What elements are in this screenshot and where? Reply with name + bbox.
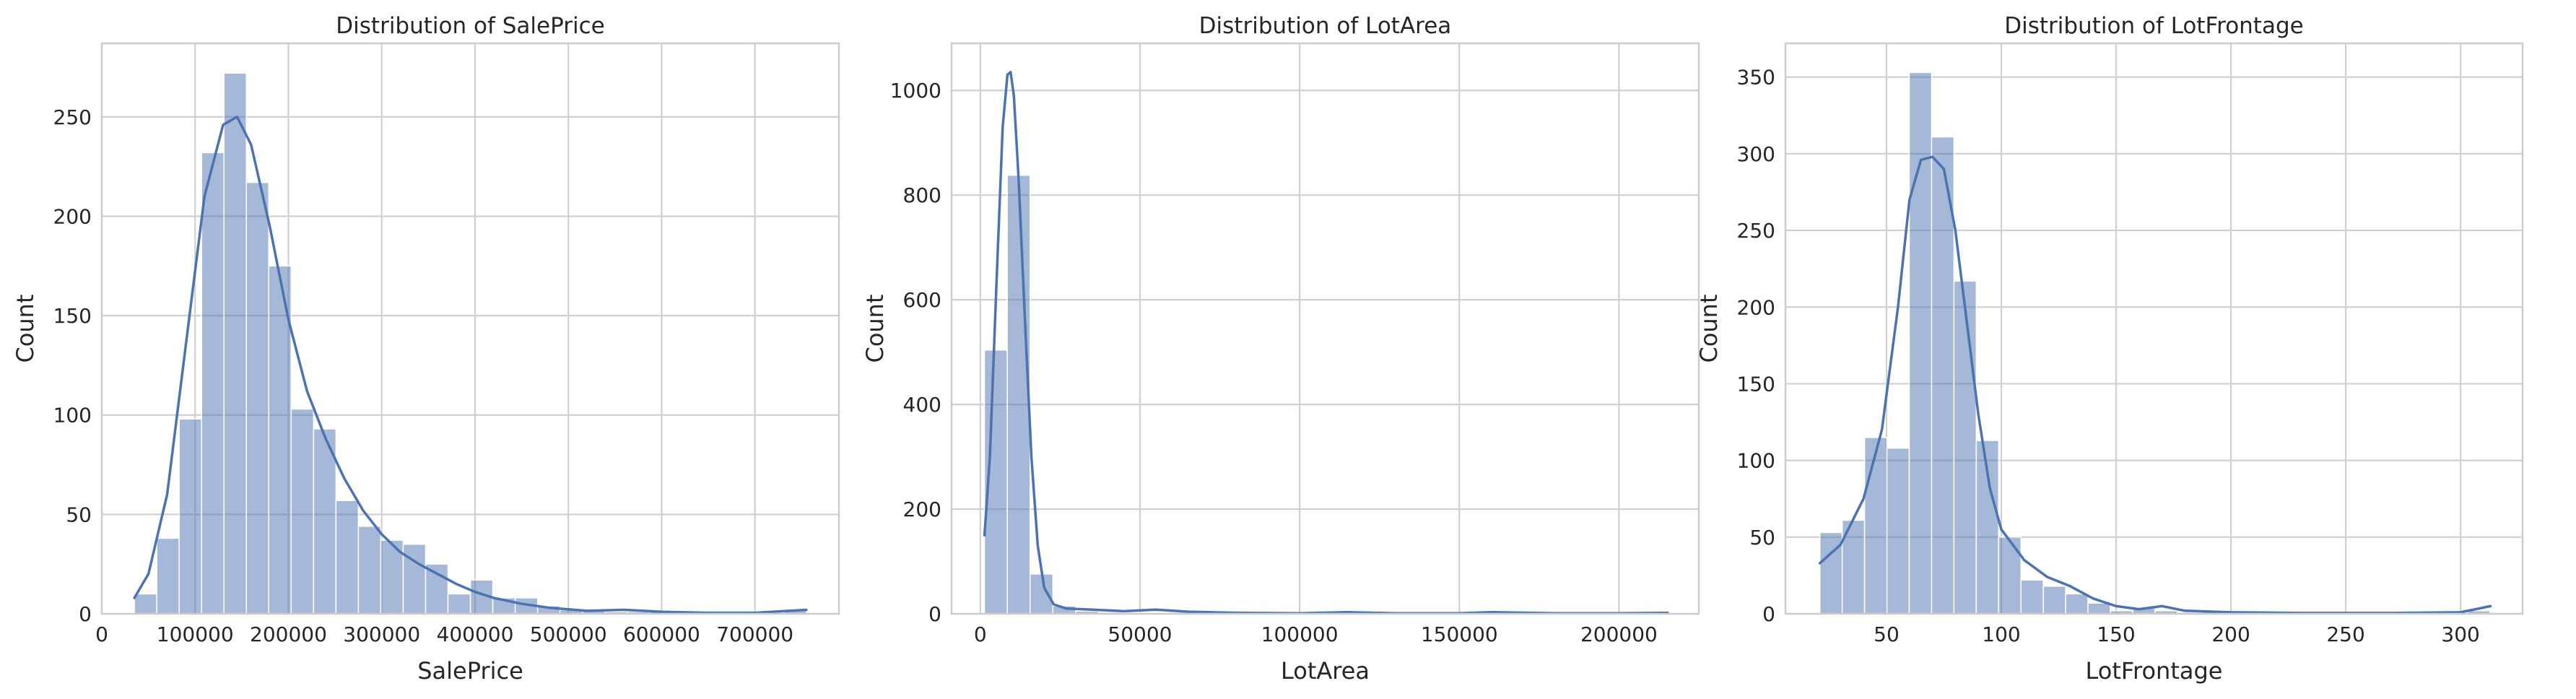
x-tick-label: 100000: [1261, 622, 1339, 646]
histogram-bar: [1886, 447, 1910, 615]
y-tick-label: 200: [53, 204, 92, 228]
x-axis-label: SalePrice: [417, 657, 523, 685]
histogram-bar: [1953, 280, 1977, 615]
axes-frame: [1784, 42, 2524, 615]
kde-line: [1818, 155, 2492, 615]
chart-title: Distribution of LotFrontage: [2004, 13, 2303, 39]
histogram-bar: [1006, 174, 1031, 615]
bars: [134, 72, 807, 615]
y-axis-label: Count: [1695, 294, 1723, 362]
histogram-bar: [134, 593, 157, 615]
y-tick-label: 250: [1737, 219, 1775, 243]
y-tick-label: 0: [79, 602, 92, 626]
x-axis-label: LotArea: [1281, 657, 1370, 685]
histogram-bar: [2020, 579, 2044, 615]
histogram-bar: [1863, 437, 1888, 615]
y-tick-label: 400: [903, 393, 941, 417]
grid: [952, 43, 1699, 615]
histogram-bar: [1029, 573, 1054, 615]
x-tick-label: 0: [974, 622, 987, 646]
x-axis-label: LotFrontage: [2086, 657, 2223, 685]
bars: [983, 174, 1669, 615]
histogram-bar: [2042, 586, 2066, 615]
axes-frame: [950, 42, 1700, 615]
x-tick-label: 200: [2211, 622, 2250, 646]
y-tick-label: 50: [66, 503, 92, 526]
chart-title: Distribution of SalePrice: [336, 13, 604, 39]
kde-line: [983, 71, 1669, 615]
kde-line: [133, 116, 808, 615]
histogram-bar: [335, 500, 360, 615]
x-tick-label: 250: [2326, 622, 2364, 646]
histogram-bar: [156, 537, 180, 615]
x-tick-label: 400000: [437, 622, 514, 646]
x-tick-label: 50000: [1108, 622, 1172, 646]
histogram-bar: [357, 526, 382, 615]
x-tick-label: 150000: [1421, 622, 1498, 646]
y-tick-label: 100: [53, 404, 92, 427]
x-tick-label: 300: [2441, 622, 2479, 646]
histogram-bar: [245, 181, 270, 615]
y-tick-label: 600: [903, 288, 941, 312]
x-tick-label: 500000: [530, 622, 607, 646]
histogram-bar: [447, 593, 471, 615]
y-tick-label: 800: [903, 183, 941, 207]
histogram-bar: [1908, 71, 1933, 615]
x-tick-label: 200000: [250, 622, 327, 646]
chart-lotarea: 0 50000 100000 150000 200000 0 200 400 600 800 100…: [861, 13, 1700, 685]
y-tick-label: 50: [1749, 526, 1775, 550]
x-tick-label: 700000: [716, 622, 793, 646]
histogram-bar: [1931, 136, 1955, 615]
y-axis-label: Count: [861, 294, 889, 362]
y-tick-label: 0: [1762, 602, 1775, 626]
y-tick-label: 350: [1737, 66, 1775, 90]
y-axis-label: Count: [12, 294, 39, 362]
chart-saleprice: 0 100000 200000 300000 400000 500000 600000 700…: [12, 13, 840, 685]
x-tick-label: 0: [95, 622, 108, 646]
histogram-bar: [178, 418, 202, 615]
y-tick-label: 150: [53, 304, 92, 328]
y-tick-label: 150: [1737, 372, 1775, 396]
histogram-bar: [1998, 537, 2022, 615]
histogram-bar: [2087, 602, 2111, 615]
y-tick-label: 1000: [890, 79, 941, 103]
y-tick-label: 100: [1737, 449, 1775, 473]
y-tick-label: 250: [53, 105, 92, 129]
y-tick-label: 0: [928, 602, 941, 626]
axes-frame: [100, 42, 840, 615]
y-tick-label: 200: [1737, 295, 1775, 319]
x-tick-label: 200000: [1580, 622, 1658, 646]
x-tick-label: 100000: [157, 622, 234, 646]
histogram-bar: [2065, 593, 2089, 615]
x-tick-label: 600000: [623, 622, 700, 646]
histogram-bar: [425, 563, 449, 615]
chart-title: Distribution of LotArea: [1199, 13, 1452, 39]
y-tick-label: 200: [903, 498, 941, 521]
x-tick-label: 50: [1874, 622, 1900, 646]
x-tick-label: 100: [1982, 622, 2020, 646]
histogram-bar: [290, 408, 315, 615]
histogram-bar: [313, 428, 337, 615]
x-tick-label: 150: [2097, 622, 2135, 646]
y-tick-label: 300: [1737, 142, 1775, 166]
chart-lotfrontage: 50 100 150 200 250 300 0 50 100 150 200 250 300 350 D…: [1695, 13, 2524, 685]
histogram-bar: [223, 72, 248, 615]
histogram-bar: [201, 152, 225, 615]
x-tick-label: 300000: [343, 622, 420, 646]
